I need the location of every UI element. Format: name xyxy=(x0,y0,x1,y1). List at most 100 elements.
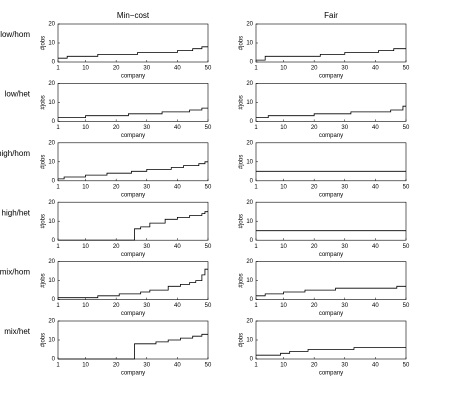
y-axis-label: #jobs xyxy=(41,36,47,50)
x-tick-label: 30 xyxy=(143,125,150,131)
x-tick-label: 20 xyxy=(113,363,120,369)
x-tick-label: 40 xyxy=(372,125,379,131)
y-tick-label: 0 xyxy=(250,178,254,184)
x-tick-label: 50 xyxy=(205,66,212,72)
plot-frame xyxy=(255,320,407,360)
y-tick-label: 10 xyxy=(48,100,55,106)
row-label: mix/het xyxy=(4,327,31,336)
x-tick-label: 1 xyxy=(254,125,258,131)
y-tick-label: 20 xyxy=(48,140,55,146)
plot-frame xyxy=(57,201,209,241)
y-tick-label: 10 xyxy=(246,41,253,47)
y-tick-label: 10 xyxy=(48,278,55,284)
x-axis-label: company xyxy=(121,371,145,377)
x-tick-label: 30 xyxy=(143,363,150,369)
x-tick-label: 10 xyxy=(82,125,89,131)
x-tick-label: 10 xyxy=(280,184,287,190)
x-tick-label: 10 xyxy=(280,125,287,131)
row-label: high/hom xyxy=(0,149,30,158)
x-tick-label: 50 xyxy=(205,303,212,309)
x-axis-label: company xyxy=(121,311,145,317)
data-line xyxy=(58,161,208,180)
x-tick-label: 30 xyxy=(341,303,348,309)
x-tick-label: 50 xyxy=(403,184,410,190)
y-axis-label: #jobs xyxy=(239,273,245,287)
x-tick-label: 1 xyxy=(56,125,60,131)
row-label: low/hom xyxy=(0,30,30,39)
y-axis-label: #jobs xyxy=(239,333,245,347)
y-tick-label: 0 xyxy=(250,238,254,244)
x-tick-label: 30 xyxy=(143,184,150,190)
y-tick-label: 10 xyxy=(246,278,253,284)
x-tick-label: 30 xyxy=(143,244,150,250)
x-tick-label: 10 xyxy=(82,363,89,369)
x-tick-label: 10 xyxy=(280,66,287,72)
y-axis-label: #jobs xyxy=(41,214,47,228)
y-tick-label: 10 xyxy=(246,159,253,165)
y-tick-label: 0 xyxy=(52,238,56,244)
x-tick-label: 40 xyxy=(372,303,379,309)
x-tick-label: 20 xyxy=(113,66,120,72)
plot-frame xyxy=(57,83,209,122)
x-tick-label: 10 xyxy=(82,303,89,309)
y-tick-label: 10 xyxy=(48,219,55,225)
x-tick-label: 20 xyxy=(113,184,120,190)
y-tick-label: 20 xyxy=(246,140,253,146)
x-tick-label: 40 xyxy=(372,244,379,250)
x-tick-label: 50 xyxy=(205,244,212,250)
x-tick-label: 50 xyxy=(205,125,212,131)
column-title: Min−cost xyxy=(117,11,150,20)
x-tick-label: 40 xyxy=(372,66,379,72)
x-tick-label: 10 xyxy=(82,184,89,190)
y-axis-label: #jobs xyxy=(41,333,47,347)
x-tick-label: 20 xyxy=(311,184,318,190)
x-tick-label: 10 xyxy=(280,244,287,250)
x-tick-label: 40 xyxy=(174,303,181,309)
x-tick-label: 1 xyxy=(254,66,258,72)
y-tick-label: 10 xyxy=(246,100,253,106)
y-axis-label: #jobs xyxy=(41,273,47,287)
x-axis-label: company xyxy=(121,252,145,258)
x-tick-label: 50 xyxy=(205,184,212,190)
y-tick-label: 20 xyxy=(48,319,55,325)
column-title: Fair xyxy=(324,11,338,20)
y-axis-label: #jobs xyxy=(239,36,245,50)
x-tick-label: 50 xyxy=(205,363,212,369)
y-tick-label: 10 xyxy=(246,219,253,225)
data-line xyxy=(58,107,208,118)
x-tick-label: 30 xyxy=(341,66,348,72)
x-tick-label: 1 xyxy=(254,244,258,250)
x-tick-label: 20 xyxy=(113,303,120,309)
y-tick-label: 0 xyxy=(52,178,56,184)
x-tick-label: 10 xyxy=(82,244,89,250)
y-tick-label: 20 xyxy=(48,22,55,28)
y-tick-label: 10 xyxy=(48,338,55,344)
data-line xyxy=(58,333,208,360)
y-tick-label: 0 xyxy=(250,357,254,363)
y-axis-label: #jobs xyxy=(239,95,245,109)
x-axis-label: company xyxy=(319,74,343,80)
data-line xyxy=(256,347,406,356)
plot-frame xyxy=(255,201,407,241)
x-tick-label: 40 xyxy=(174,184,181,190)
y-axis-label: #jobs xyxy=(41,95,47,109)
y-tick-label: 0 xyxy=(52,297,56,303)
x-tick-label: 1 xyxy=(56,303,60,309)
data-line xyxy=(256,285,406,297)
x-tick-label: 50 xyxy=(403,363,410,369)
y-tick-label: 20 xyxy=(246,81,253,87)
x-tick-label: 1 xyxy=(56,66,60,72)
x-tick-label: 10 xyxy=(280,303,287,309)
x-axis-label: company xyxy=(319,133,343,139)
y-tick-label: 0 xyxy=(250,60,254,66)
row-label: mix/hom xyxy=(0,268,30,277)
row-label: low/het xyxy=(5,90,31,99)
data-line xyxy=(256,48,406,61)
x-tick-label: 50 xyxy=(403,66,410,72)
x-axis-label: company xyxy=(319,192,343,198)
y-tick-label: 0 xyxy=(250,119,254,125)
y-axis-label: #jobs xyxy=(239,214,245,228)
plot-frame xyxy=(57,320,209,360)
y-tick-label: 10 xyxy=(246,338,253,344)
y-tick-label: 10 xyxy=(48,159,55,165)
